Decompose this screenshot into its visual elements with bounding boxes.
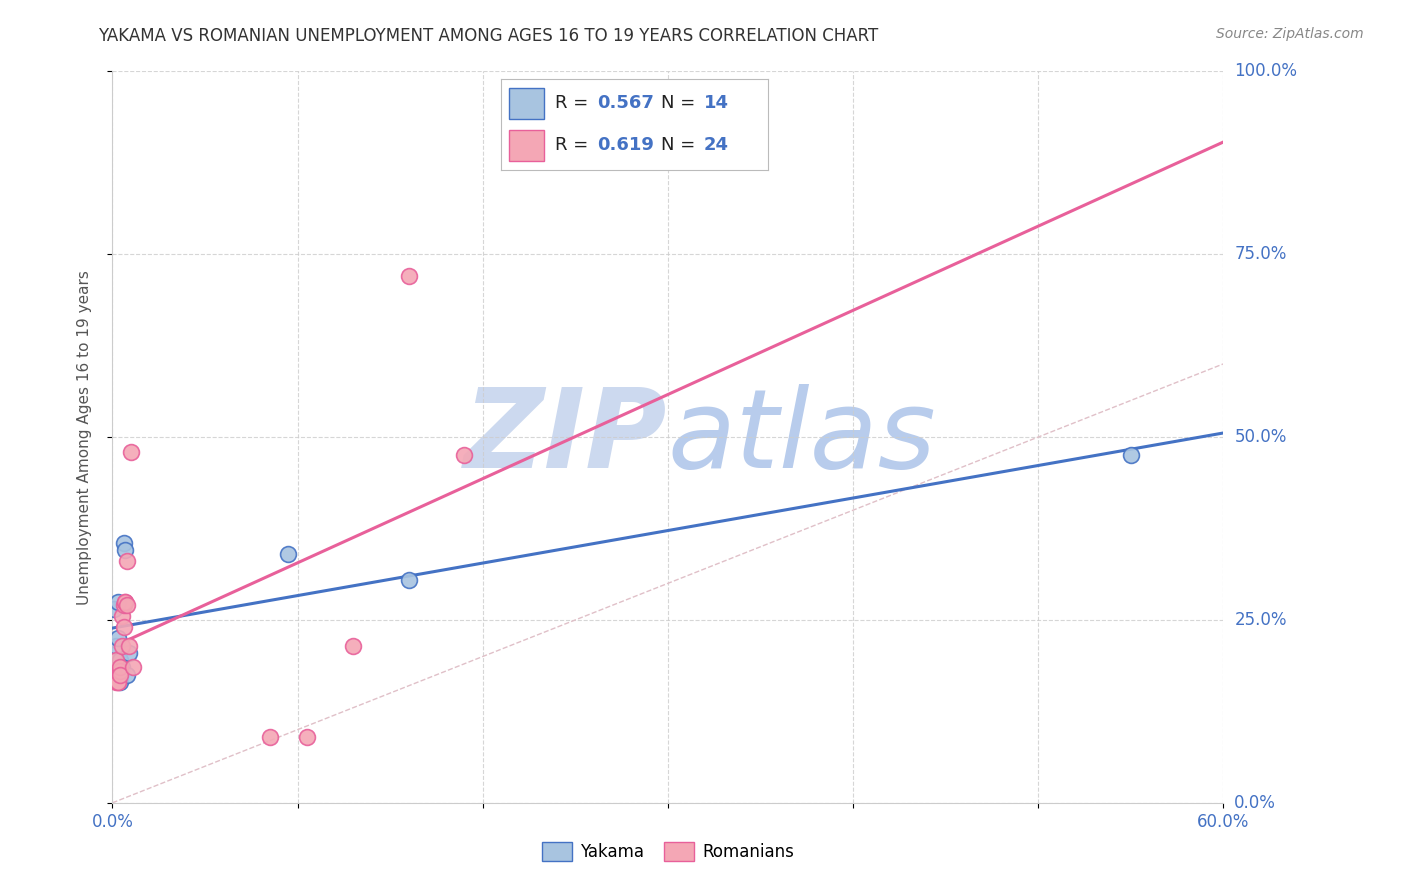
Point [117, 667, 139, 681]
Point [114, 543, 136, 558]
Text: YAKAMA VS ROMANIAN UNEMPLOYMENT AMONG AGES 16 TO 19 YEARS CORRELATION CHART: YAKAMA VS ROMANIAN UNEMPLOYMENT AMONG AG… [98, 27, 879, 45]
Text: 50.0%: 50.0% [1234, 428, 1286, 446]
Point [103, 602, 125, 616]
Point [453, 448, 475, 462]
Point [108, 675, 131, 690]
Point [108, 653, 131, 667]
Point [111, 639, 134, 653]
Point [105, 675, 128, 690]
Text: 75.0%: 75.0% [1234, 245, 1286, 263]
Text: 25.0%: 25.0% [1234, 611, 1286, 629]
Point [103, 667, 125, 681]
Point [342, 639, 364, 653]
Point [111, 660, 134, 674]
Point [107, 594, 129, 608]
Legend: Yakama, Romanians: Yakama, Romanians [534, 835, 801, 868]
Text: atlas: atlas [668, 384, 936, 491]
Point [277, 547, 299, 561]
Point [398, 573, 420, 587]
Point [295, 730, 318, 744]
Point [121, 660, 143, 674]
Text: ZIP: ZIP [464, 384, 668, 491]
Point [112, 599, 135, 613]
Point [112, 536, 135, 550]
Point [112, 620, 135, 634]
Text: Source: ZipAtlas.com: Source: ZipAtlas.com [1216, 27, 1364, 41]
Point [114, 594, 136, 608]
Y-axis label: Unemployment Among Ages 16 to 19 years: Unemployment Among Ages 16 to 19 years [77, 269, 91, 605]
Point [1119, 448, 1142, 462]
Point [111, 609, 134, 624]
Point [108, 660, 131, 674]
Point [107, 632, 129, 646]
Point [117, 554, 139, 568]
Point [107, 675, 129, 690]
Text: 100.0%: 100.0% [1234, 62, 1298, 80]
Point [117, 599, 139, 613]
Point [114, 594, 136, 608]
Point [105, 653, 128, 667]
Point [108, 664, 131, 678]
Point [105, 639, 128, 653]
Point [118, 639, 141, 653]
Point [398, 269, 420, 284]
Point [259, 730, 281, 744]
Point [120, 444, 142, 458]
Point [118, 646, 141, 660]
Text: 0.0%: 0.0% [1234, 794, 1277, 812]
Point [107, 675, 129, 690]
Point [108, 667, 131, 681]
